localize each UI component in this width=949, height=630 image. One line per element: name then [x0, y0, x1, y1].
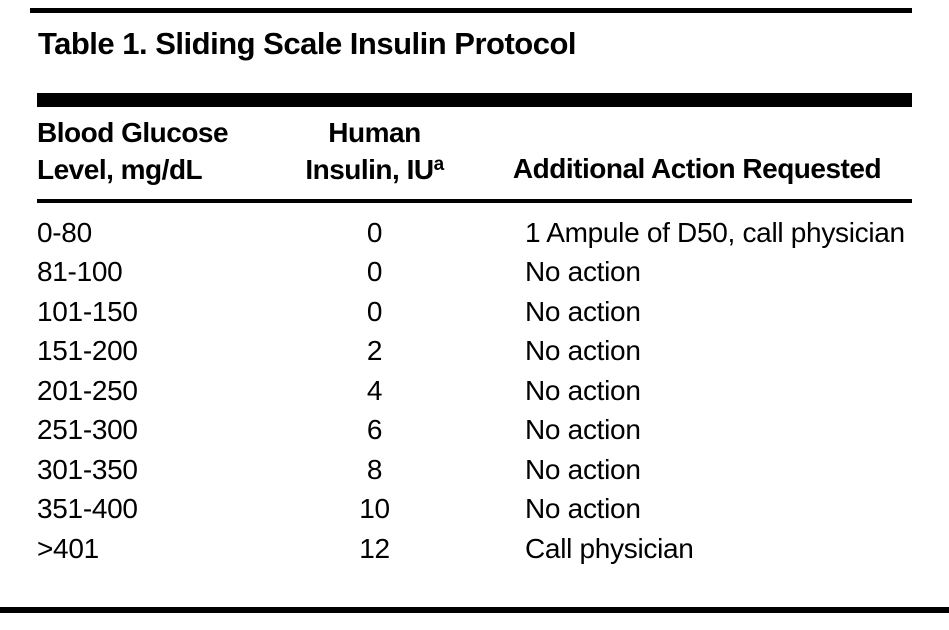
insulin-dose-cell: 8	[366, 453, 383, 485]
table-row: 251-300 6 No action	[37, 411, 912, 451]
action-cell: No action	[525, 295, 641, 327]
glucose-range-cell: >401	[37, 532, 99, 564]
table-row: 101-150 0 No action	[37, 292, 912, 332]
table-header-row: Blood Glucose Level, mg/dL Human Insulin…	[37, 114, 912, 188]
table-row: 151-200 2 No action	[37, 332, 912, 372]
table-row: 81-100 0 No action	[37, 253, 912, 293]
glucose-range-cell: 251-300	[37, 414, 138, 446]
insulin-dose-cell: 0	[366, 256, 383, 288]
insulin-dose-cell: 2	[366, 335, 383, 367]
header-human-insulin-line2: Insulin, IU	[305, 154, 434, 185]
action-cell: No action	[525, 374, 641, 406]
header-human-insulin-line1: Human	[328, 117, 421, 148]
insulin-dose-cell: 10	[359, 493, 390, 525]
glucose-range-cell: 101-150	[37, 295, 138, 327]
glucose-range-cell: 151-200	[37, 335, 138, 367]
action-cell: No action	[525, 414, 641, 446]
header-bottom-rule	[37, 199, 912, 203]
action-cell: No action	[525, 453, 641, 485]
glucose-range-cell: 81-100	[37, 256, 123, 288]
insulin-dose-cell: 0	[366, 295, 383, 327]
table-row: 201-250 4 No action	[37, 371, 912, 411]
glucose-range-cell: 351-400	[37, 493, 138, 525]
table-title: Table 1. Sliding Scale Insulin Protocol	[38, 26, 577, 61]
table-top-bar	[37, 93, 912, 107]
table-row: >401 12 Call physician	[37, 529, 912, 569]
header-additional-action: Additional Action Requested	[512, 153, 882, 184]
table-body: 0-80 0 1 Ampule of D50, call physician 8…	[37, 213, 912, 569]
action-cell: 1 Ampule of D50, call physician	[525, 216, 905, 248]
page-bottom-rule	[0, 607, 949, 613]
header-blood-glucose-line1: Blood Glucose	[37, 117, 229, 148]
glucose-range-cell: 301-350	[37, 453, 138, 485]
footnote-marker-a: a	[433, 154, 445, 175]
table-row: 301-350 8 No action	[37, 450, 912, 490]
header-blood-glucose-line2: Level, mg/dL	[37, 154, 203, 185]
insulin-dose-cell: 0	[366, 216, 383, 248]
header-human-insulin: Human Insulin, IUa	[267, 114, 482, 188]
glucose-range-cell: 201-250	[37, 374, 138, 406]
action-cell: No action	[525, 493, 641, 525]
table-row: 0-80 0 1 Ampule of D50, call physician	[37, 213, 912, 253]
insulin-dose-cell: 4	[366, 374, 383, 406]
header-blood-glucose: Blood Glucose Level, mg/dL	[37, 114, 267, 188]
action-cell: Call physician	[525, 532, 694, 564]
table-row: 351-400 10 No action	[37, 490, 912, 530]
insulin-dose-cell: 12	[359, 532, 390, 564]
action-cell: No action	[525, 335, 641, 367]
glucose-range-cell: 0-80	[37, 216, 92, 248]
page-top-rule	[30, 8, 912, 13]
action-cell: No action	[525, 256, 641, 288]
insulin-dose-cell: 6	[366, 414, 383, 446]
